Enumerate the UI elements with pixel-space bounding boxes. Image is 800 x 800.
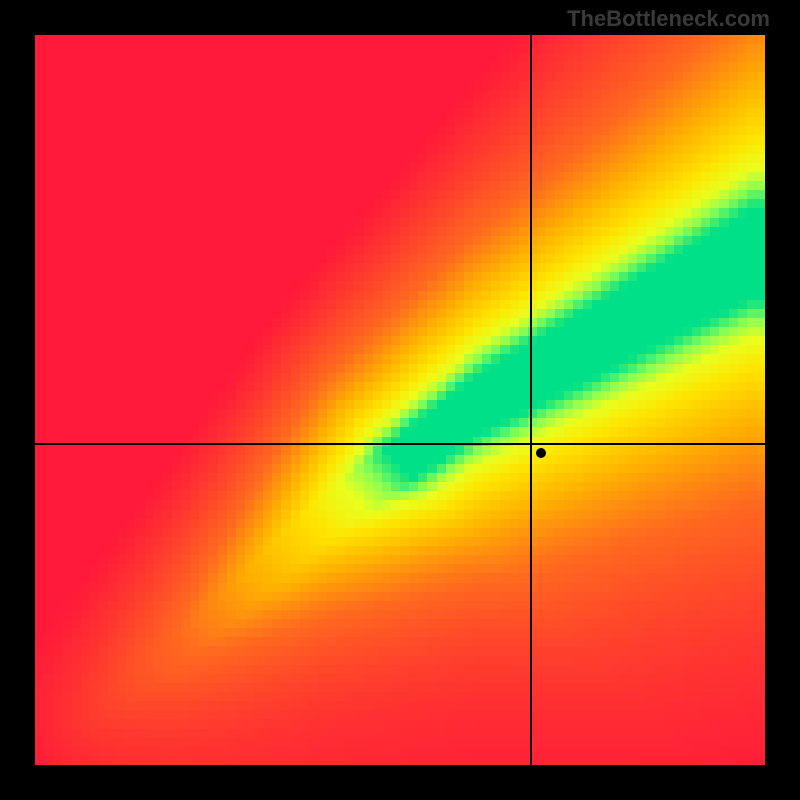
watermark-text: TheBottleneck.com <box>567 6 770 32</box>
crosshair-vertical <box>530 35 532 765</box>
heatmap-grid <box>35 35 765 765</box>
data-point-marker <box>536 448 546 458</box>
plot-area <box>35 35 765 765</box>
crosshair-horizontal <box>35 443 765 445</box>
